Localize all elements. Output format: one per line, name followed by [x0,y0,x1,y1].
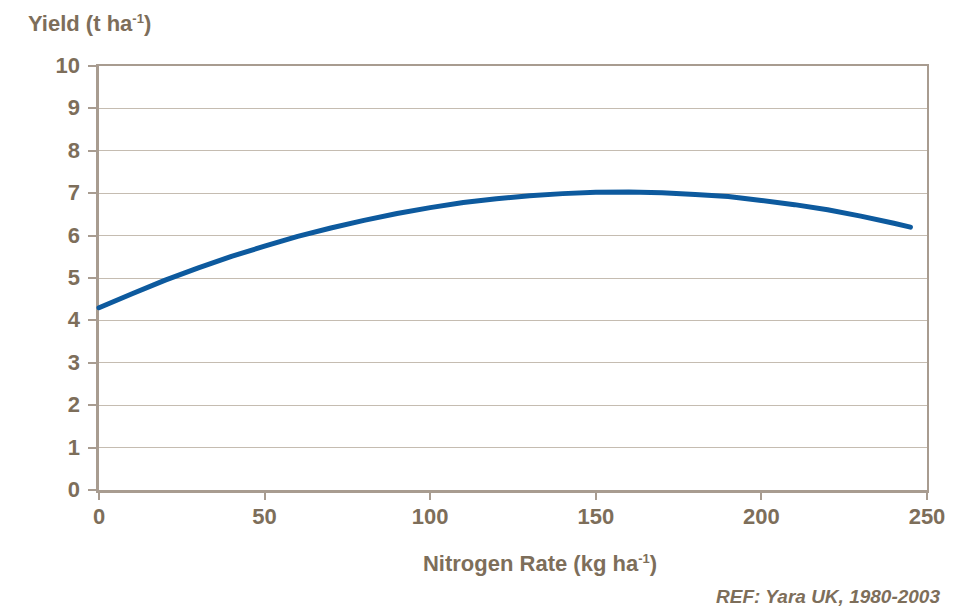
y-tick-0 [88,489,96,491]
y-tick-label: 8 [26,138,80,164]
ref-caption: REF: Yara UK, 1980-2003 [716,586,940,608]
x-tick-100 [429,493,431,500]
x-tick-0 [98,493,100,500]
x-tick-label: 100 [395,504,465,530]
y-tick-4 [88,319,96,321]
y-tick-7 [88,192,96,194]
y-tick-label: 10 [26,53,80,79]
x-tick-label: 250 [892,504,960,530]
x-tick-label: 150 [561,504,631,530]
x-tick-50 [264,493,266,500]
y-tick-9 [88,107,96,109]
x-axis-title-close: ) [650,551,657,576]
x-axis-title: Nitrogen Rate (kg ha-1) [340,551,740,577]
yield-curve-svg [99,66,927,490]
x-tick-label: 200 [726,504,796,530]
yield-response-chart: Yield (t ha-1) Nitrogen Rate (kg ha-1) R… [0,0,960,614]
y-tick-5 [88,277,96,279]
y-tick-label: 1 [26,435,80,461]
y-tick-8 [88,150,96,152]
x-axis-title-text: Nitrogen Rate (kg ha [423,551,638,576]
y-tick-label: 7 [26,180,80,206]
y-axis-title-close: ) [144,11,151,36]
y-tick-label: 5 [26,265,80,291]
y-tick-label: 6 [26,223,80,249]
y-tick-2 [88,404,96,406]
y-tick-6 [88,235,96,237]
y-tick-label: 4 [26,307,80,333]
y-axis-title-text: Yield (t ha [28,11,132,36]
x-tick-label: 0 [64,504,134,530]
y-tick-label: 0 [26,477,80,503]
y-tick-3 [88,362,96,364]
x-tick-label: 50 [230,504,300,530]
x-tick-200 [760,493,762,500]
x-tick-150 [595,493,597,500]
y-tick-label: 3 [26,350,80,376]
y-axis-title: Yield (t ha-1) [28,11,151,37]
x-tick-250 [926,493,928,500]
y-tick-10 [88,65,96,67]
y-axis-title-superscript: -1 [132,11,144,26]
x-axis-title-superscript: -1 [638,551,650,566]
y-tick-label: 2 [26,392,80,418]
y-tick-1 [88,447,96,449]
yield-curve [99,192,910,308]
y-tick-label: 9 [26,95,80,121]
